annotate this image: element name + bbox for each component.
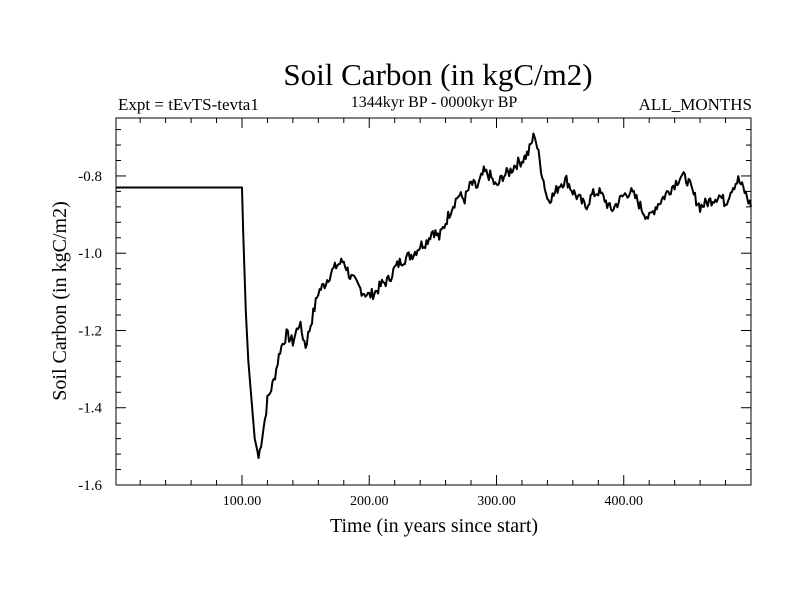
chart-title: Soil Carbon (in kgC/m2) [283, 57, 592, 92]
soil-carbon-series-line [116, 132, 752, 460]
x-tick-label: 300.00 [477, 494, 516, 509]
x-tick-label: 200.00 [350, 494, 389, 509]
axis-ticks [116, 118, 751, 486]
months-label: ALL_MONTHS [639, 95, 752, 114]
y-axis-label: Soil Carbon (in kgC/m2) [49, 201, 71, 400]
time-range-label: 1344kyr BP - 0000kyr BP [351, 94, 518, 111]
x-tick-label: 100.00 [223, 494, 262, 509]
experiment-label: Expt = tEvTS-tevta1 [118, 95, 259, 114]
plot-frame [115, 117, 752, 486]
y-tick-label: -1.2 [78, 323, 102, 339]
x-tick-label: 400.00 [604, 494, 643, 509]
x-tick-labels: 100.00 200.00 300.00 400.00 [223, 494, 643, 509]
y-tick-label: -1.0 [78, 246, 102, 262]
y-tick-label: -0.8 [78, 169, 102, 185]
y-tick-label: -1.4 [78, 401, 102, 417]
x-axis-label: Time (in years since start) [330, 515, 538, 537]
y-tick-label: -1.6 [78, 478, 102, 494]
y-tick-labels: -1.6 -1.4 -1.2 -1.0 -0.8 [78, 169, 102, 494]
